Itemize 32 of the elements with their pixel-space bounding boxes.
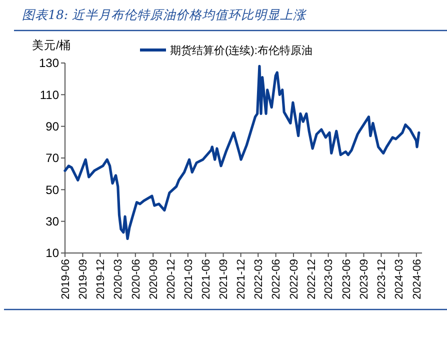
y-tick-label: 130: [38, 56, 60, 70]
y-tick-label: 90: [46, 120, 60, 134]
x-tick-label: 2023-12: [376, 259, 388, 300]
legend-label: 期货结算价(连续):布伦特原油: [170, 44, 312, 57]
x-tick-label: 2020-06: [130, 259, 142, 300]
x-tick-label: 2022-09: [288, 259, 300, 300]
x-tick-label: 2020-09: [148, 259, 160, 300]
chart-title: 图表18: 近半月布伦特原油价格均值环比明显上涨: [22, 7, 308, 22]
y-tick-label: 110: [40, 88, 60, 102]
x-tick-label: 2019-12: [95, 259, 108, 300]
x-tick-label: 2019-09: [78, 259, 90, 300]
x-tick-label: 2024-06: [411, 259, 424, 300]
x-tick-label: 2022-06: [270, 259, 283, 300]
x-tick-label: 2023-09: [358, 259, 371, 300]
y-axis-title: 美元/桶: [32, 38, 72, 52]
x-tick-label: 2021-12: [236, 259, 248, 300]
x-tick-label: 2019-06: [60, 259, 72, 300]
y-tick-label: 30: [46, 214, 60, 229]
y-tick-label: 10: [46, 246, 60, 260]
line-series: [64, 64, 420, 240]
x-tick-label: 2022-12: [306, 259, 318, 300]
x-tick-label: 2021-03: [182, 259, 195, 300]
x-tick-label: 2020-12: [165, 259, 178, 300]
x-tick-label: 2020-03: [112, 259, 125, 300]
x-tick-label: 2021-06: [200, 259, 212, 300]
y-tick-label: 50: [46, 182, 60, 197]
y-tick-label: 70: [46, 151, 60, 166]
x-tick-label: 2021-09: [218, 259, 230, 300]
x-tick-label: 2023-03: [323, 259, 336, 300]
x-tick-label: 2023-06: [340, 259, 353, 300]
x-tick-label: 2022-03: [252, 259, 265, 300]
x-tick-label: 2024-03: [394, 259, 406, 300]
